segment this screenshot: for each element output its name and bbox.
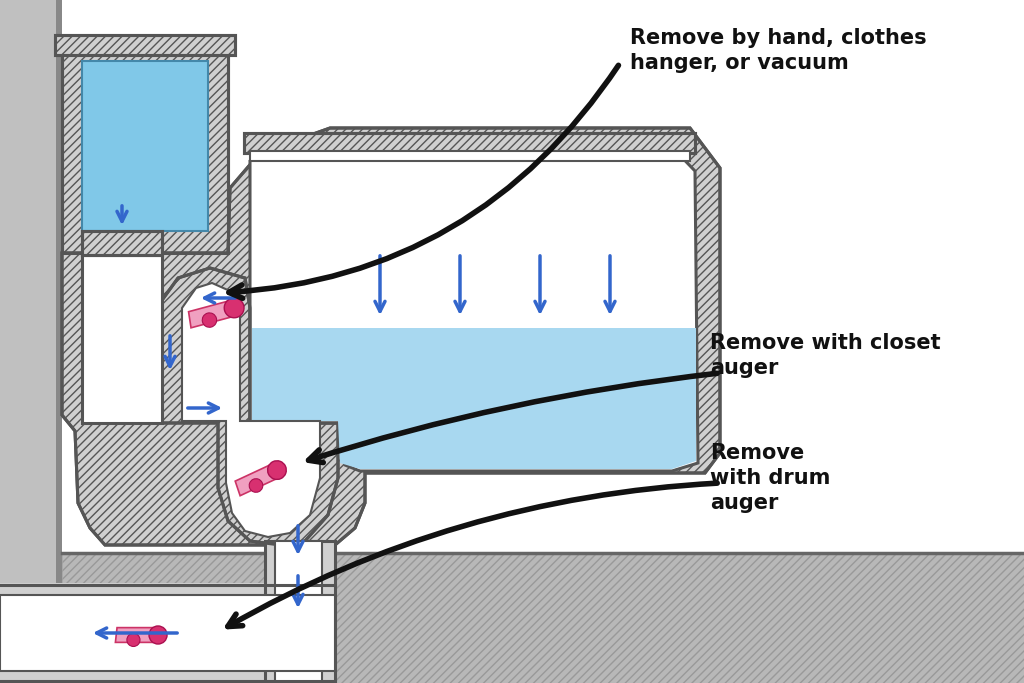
Polygon shape xyxy=(188,301,232,328)
Polygon shape xyxy=(160,268,338,545)
Circle shape xyxy=(150,626,167,644)
Polygon shape xyxy=(250,151,690,161)
Polygon shape xyxy=(55,35,234,55)
Circle shape xyxy=(224,298,244,318)
Bar xyxy=(0,583,335,683)
Bar xyxy=(0,0,62,683)
Polygon shape xyxy=(116,628,157,643)
Text: Remove by hand, clothes
hanger, or vacuum: Remove by hand, clothes hanger, or vacuu… xyxy=(630,28,927,73)
Polygon shape xyxy=(250,145,698,471)
Polygon shape xyxy=(244,133,695,153)
Polygon shape xyxy=(82,231,162,255)
Polygon shape xyxy=(82,255,162,423)
Circle shape xyxy=(267,461,287,479)
Bar xyxy=(0,0,62,683)
Text: Remove
with drum
auger: Remove with drum auger xyxy=(710,443,830,513)
Text: Remove with closet
auger: Remove with closet auger xyxy=(710,333,941,378)
Bar xyxy=(265,541,335,683)
Bar xyxy=(62,553,1024,683)
Polygon shape xyxy=(252,328,696,469)
Circle shape xyxy=(127,633,140,647)
Bar xyxy=(62,553,1024,683)
Circle shape xyxy=(249,479,263,492)
Bar xyxy=(0,595,335,671)
Polygon shape xyxy=(62,128,720,545)
Bar xyxy=(56,0,62,683)
Polygon shape xyxy=(62,48,228,253)
Polygon shape xyxy=(182,283,319,537)
Polygon shape xyxy=(236,464,278,496)
Bar xyxy=(275,541,322,683)
Circle shape xyxy=(203,313,217,327)
Polygon shape xyxy=(82,61,208,231)
